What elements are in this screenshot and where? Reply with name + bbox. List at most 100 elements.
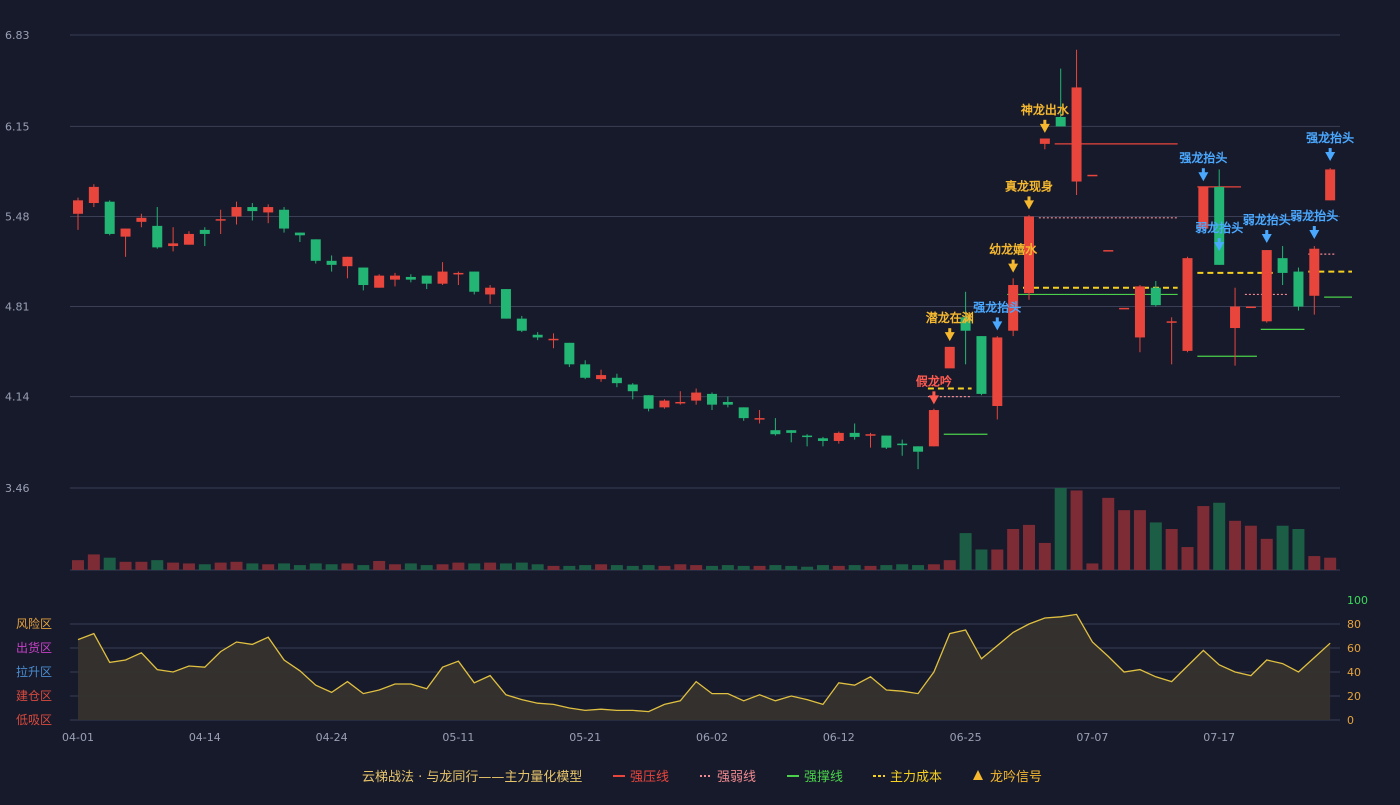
volume-bar xyxy=(1181,547,1194,570)
candle-body xyxy=(1309,248,1320,296)
volume-bar xyxy=(531,564,544,570)
candle-body xyxy=(215,219,226,221)
candle-body xyxy=(1087,174,1098,177)
volume-bar xyxy=(626,565,639,570)
volume-bar xyxy=(563,565,576,570)
legend-label: 主力成本 xyxy=(890,770,942,785)
volume-bar xyxy=(230,561,243,570)
oscillator-tick-label: 0 xyxy=(1347,714,1354,727)
candle-body xyxy=(611,377,622,384)
volume-bar xyxy=(515,562,528,570)
candle-body xyxy=(1198,186,1209,229)
candle-body xyxy=(691,392,702,401)
volume-bar xyxy=(198,564,211,570)
volume-bar xyxy=(1165,529,1178,570)
signal-arrow-stem xyxy=(995,317,999,323)
oscillator-area xyxy=(78,614,1331,720)
signal-arrow-stem xyxy=(1312,226,1316,232)
volume-bar xyxy=(1324,557,1337,570)
candle-body xyxy=(469,271,480,292)
x-tick-label: 06-25 xyxy=(950,731,982,744)
legend-swatch xyxy=(973,770,983,780)
volume-bar xyxy=(991,549,1004,570)
candle-body xyxy=(1055,116,1066,127)
volume-bar xyxy=(499,563,512,570)
signal-arrow-stem xyxy=(1201,168,1205,174)
volume-bar xyxy=(769,565,782,570)
candle-body xyxy=(881,435,892,448)
signal-arrow xyxy=(1309,230,1320,240)
signal-arrow-stem xyxy=(932,391,936,397)
volume-bar xyxy=(167,562,180,570)
oscillator-tick-label: 80 xyxy=(1347,618,1361,631)
volume-bar xyxy=(547,565,560,570)
candle-body xyxy=(1039,138,1050,144)
candle-body xyxy=(1261,250,1272,322)
candle-body xyxy=(897,443,908,446)
volume-bar xyxy=(1054,488,1067,570)
legend-label: 龙吟信号 xyxy=(990,769,1042,785)
candle-body xyxy=(231,207,242,217)
volume-bar xyxy=(785,565,798,570)
price-tick-label: 4.14 xyxy=(5,391,30,404)
volume-bar xyxy=(293,565,306,570)
candle-body xyxy=(675,401,686,404)
signal-arrow-stem xyxy=(1217,238,1221,244)
volume-bar xyxy=(468,563,481,570)
candle-body xyxy=(88,186,99,204)
signal-arrow-stem xyxy=(1265,230,1269,236)
x-tick-label: 06-12 xyxy=(823,731,855,744)
candle-body xyxy=(453,272,464,275)
candle-body xyxy=(786,430,797,433)
candle-body xyxy=(707,393,717,405)
signal-arrow xyxy=(1008,263,1019,273)
candle-body xyxy=(500,289,511,319)
candle-body xyxy=(722,401,733,405)
candle-body xyxy=(421,275,432,284)
candle-body xyxy=(659,400,670,408)
candle-body xyxy=(437,271,448,284)
volume-bar xyxy=(864,565,877,570)
price-tick-label: 3.46 xyxy=(5,482,30,495)
volume-bar xyxy=(389,564,401,570)
candle-body xyxy=(532,334,543,338)
price-tick-label: 6.83 xyxy=(5,29,30,42)
volume-bar xyxy=(912,565,925,570)
volume-bar xyxy=(927,564,940,570)
volume-bar xyxy=(674,564,687,570)
candle-body xyxy=(865,434,876,436)
signal-arrow xyxy=(1198,172,1209,182)
volume-bar xyxy=(801,566,814,570)
candle-body xyxy=(1214,186,1225,265)
candle-body xyxy=(944,346,955,369)
price-tick-label: 5.48 xyxy=(5,210,30,223)
candle-body xyxy=(928,410,939,447)
volume-bar xyxy=(151,560,164,570)
price-tick-label: 4.81 xyxy=(5,301,30,314)
candle-body xyxy=(152,225,163,248)
volume-bar xyxy=(1007,529,1020,570)
volume-bar xyxy=(182,563,195,570)
oscillator-zone-label: 低吸区 xyxy=(16,713,52,727)
signal-label: 弱龙抬头 xyxy=(1243,212,1291,227)
candle-body xyxy=(596,375,607,380)
signal-label: 潜龙在渊 xyxy=(926,310,974,325)
x-tick-label: 04-24 xyxy=(316,731,348,744)
signal-label: 真龙现身 xyxy=(1005,178,1053,193)
oscillator-zone-label: 出货区 xyxy=(16,640,52,655)
x-tick-label: 04-14 xyxy=(189,731,221,744)
volume-bar xyxy=(1276,525,1289,570)
candle-body xyxy=(1103,250,1114,252)
candle-body xyxy=(802,435,813,438)
volume-bar xyxy=(357,565,370,570)
legend-label: 强弱线 xyxy=(717,770,756,785)
volume-bar xyxy=(246,563,259,570)
signal-arrow-stem xyxy=(1043,119,1047,125)
x-tick-label: 07-07 xyxy=(1076,731,1108,744)
oscillator-tick-label: 100 xyxy=(1347,594,1368,607)
volume-bar xyxy=(309,563,322,570)
volume-bar xyxy=(658,565,671,570)
volume-bar xyxy=(373,560,386,570)
volume-bar xyxy=(72,560,84,570)
volume-bar xyxy=(1197,506,1210,570)
